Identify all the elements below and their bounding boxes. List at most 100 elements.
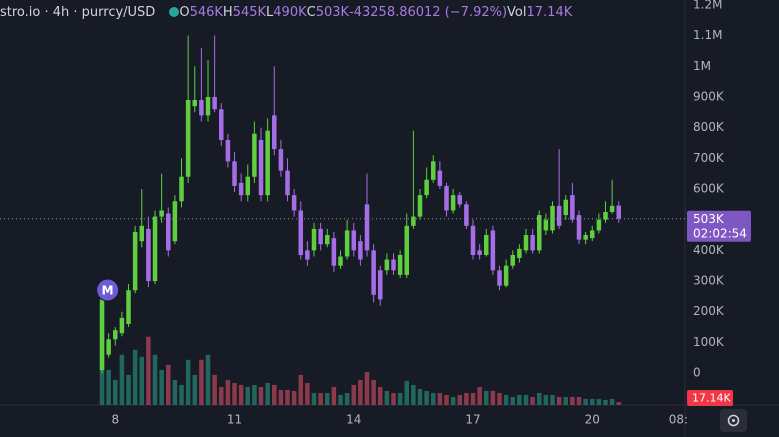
- candle-body: [351, 230, 357, 251]
- candle-body: [265, 130, 270, 196]
- volume-bar: [437, 392, 443, 405]
- candle-body: [325, 235, 330, 245]
- candle-body: [285, 170, 290, 196]
- price-label: 503K: [693, 212, 725, 226]
- ohlc-label: L: [266, 4, 274, 20]
- candle-body: [126, 290, 131, 324]
- candle-body: [603, 212, 608, 220]
- x-tick-label: 11: [227, 413, 242, 427]
- volume-bar: [146, 336, 151, 405]
- volume-bar: [431, 392, 436, 405]
- candle-body: [99, 299, 105, 371]
- candle-body: [404, 225, 410, 275]
- candle-body: [477, 250, 482, 255]
- volume-bar: [338, 394, 343, 405]
- volume-bar: [358, 379, 363, 405]
- y-tick-label: 1.2M: [693, 0, 722, 11]
- y-tick-label: 200K: [693, 304, 725, 318]
- volume-bar: [484, 390, 489, 405]
- volume-bar: [331, 386, 337, 405]
- y-tick-label: 1M: [693, 59, 711, 73]
- volume-bar: [490, 390, 496, 405]
- candle-body: [444, 185, 449, 211]
- candle-body: [470, 225, 476, 255]
- volume-bar: [550, 394, 555, 405]
- volume-bar: [444, 394, 449, 405]
- y-tick-label: 600K: [693, 182, 725, 196]
- volume-bar: [404, 380, 410, 405]
- volume-bar: [166, 364, 171, 405]
- volume-bar: [199, 359, 204, 405]
- candle-body: [523, 235, 529, 251]
- volume-value: 17.14K: [526, 4, 573, 20]
- volume-bar: [497, 392, 502, 405]
- volume-bar: [603, 399, 608, 405]
- volume-bar: [523, 394, 529, 405]
- volume-label-box: [687, 389, 733, 406]
- price-label-box: [687, 210, 751, 242]
- y-tick-label: 1.1M: [693, 28, 722, 42]
- candle-body: [550, 205, 555, 231]
- volume-bar: [291, 390, 297, 405]
- candle-body: [119, 317, 125, 334]
- candle-body: [503, 265, 509, 286]
- volume-bar: [219, 386, 224, 405]
- candle-body: [497, 270, 502, 286]
- y-tick-label: 100K: [693, 335, 725, 349]
- candle-body: [159, 210, 164, 217]
- volume-bar: [590, 398, 595, 405]
- volume-bar: [477, 386, 482, 405]
- x-tick-label: 17: [465, 413, 480, 427]
- volume-bar: [298, 374, 304, 405]
- volume-bar: [450, 396, 456, 405]
- volume-bar: [503, 394, 509, 405]
- volume-bar: [305, 382, 310, 405]
- volume-label: Vol: [507, 4, 527, 20]
- y-tick-label: 300K: [693, 274, 725, 288]
- candle-body: [563, 199, 569, 216]
- candle-body: [543, 219, 549, 231]
- x-tick-label: 8: [111, 413, 119, 427]
- volume-bar: [457, 394, 463, 405]
- volume-bar: [417, 388, 423, 405]
- ohlc-value: 503K: [315, 4, 350, 20]
- ohlc-label: O: [179, 4, 190, 20]
- volume-bar: [543, 394, 549, 405]
- candle-body: [238, 182, 244, 196]
- volume-bar: [318, 392, 323, 405]
- volume-bar: [616, 401, 622, 405]
- candle-body: [424, 179, 429, 196]
- volume-bar: [364, 371, 370, 405]
- x-tick-label: 14: [346, 413, 361, 427]
- candle-body: [596, 219, 602, 231]
- visibility-toggle[interactable]: [169, 7, 180, 17]
- candle-body: [450, 195, 456, 211]
- candle-body: [298, 210, 304, 255]
- candle-body: [205, 96, 211, 116]
- volume-bar: [152, 354, 158, 405]
- candle-body: [583, 235, 588, 240]
- candle-body: [106, 339, 111, 355]
- candle-body: [490, 230, 496, 271]
- candle-body: [232, 161, 237, 186]
- candle-body: [464, 204, 469, 226]
- x-tick-label: 20: [585, 413, 600, 427]
- volume-bar: [119, 354, 125, 405]
- ohlc-value: 546K: [189, 4, 223, 20]
- event-marker: [96, 278, 120, 302]
- candle-body: [185, 100, 191, 177]
- candle-body: [311, 228, 317, 251]
- volume-bar: [563, 396, 569, 405]
- candle-body: [378, 270, 383, 300]
- volume-bar: [517, 394, 522, 405]
- volume-bar: [397, 392, 403, 405]
- volume-bar: [238, 384, 244, 405]
- candle-body: [139, 225, 145, 242]
- countdown: 02:02:54: [693, 226, 747, 240]
- volume-bar: [325, 392, 330, 405]
- volume-bar: [311, 392, 317, 405]
- candle-body: [371, 250, 376, 295]
- settings-icon-dot: [732, 419, 735, 422]
- candle-body: [258, 139, 264, 196]
